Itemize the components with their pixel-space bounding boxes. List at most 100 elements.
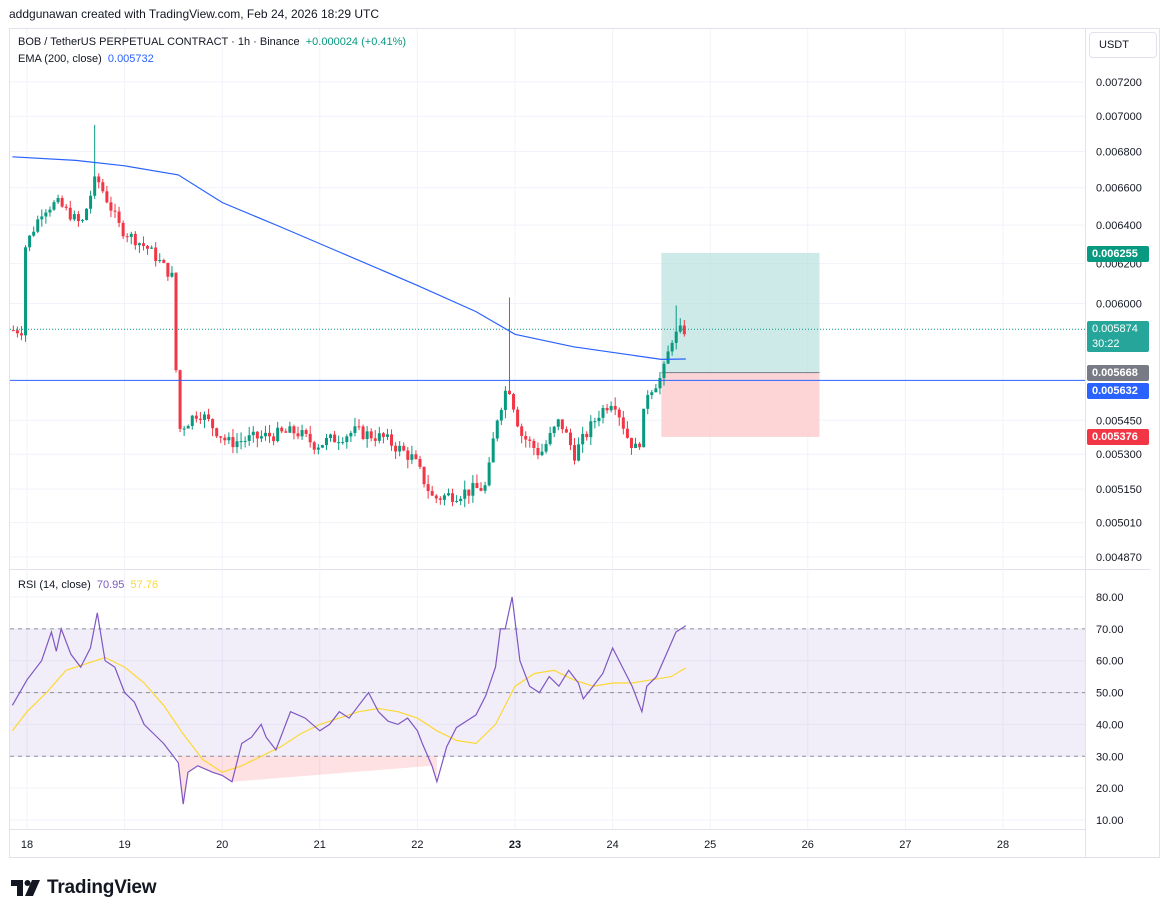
candle: [263, 425, 267, 441]
candle-body: [361, 426, 365, 440]
candle-body: [581, 433, 585, 445]
candle-body: [93, 176, 97, 196]
candle-body: [345, 436, 349, 443]
candle: [390, 429, 394, 451]
currency-selector[interactable]: USDT: [1089, 32, 1157, 58]
candle-body: [410, 454, 414, 460]
candle-body: [455, 501, 459, 503]
candle: [642, 408, 646, 448]
candle: [243, 436, 247, 448]
candle: [60, 195, 64, 208]
price-change: +0.000024 (+0.41%): [305, 36, 407, 48]
candle-body: [459, 498, 463, 502]
tradingview-logo[interactable]: TradingView: [11, 876, 157, 900]
candle: [544, 440, 548, 454]
symbol-legend: BOB / TetherUS PERPETUAL CONTRACT · 1h ·…: [18, 36, 406, 48]
candle-body: [48, 209, 52, 213]
rsi-tick-label: 60.00: [1096, 656, 1124, 668]
candle: [503, 386, 507, 419]
candle-body: [259, 436, 263, 439]
candle: [361, 424, 365, 441]
candle: [186, 424, 190, 429]
candle: [341, 437, 345, 445]
candle: [430, 485, 434, 497]
candle-body: [442, 495, 446, 500]
rsi-tick-label: 80.00: [1096, 592, 1124, 604]
candle: [353, 417, 357, 437]
candle: [564, 426, 568, 433]
candle: [617, 407, 621, 426]
candle: [426, 474, 430, 499]
candles: [11, 124, 686, 508]
candle-body: [304, 430, 308, 434]
candle: [507, 297, 511, 395]
candle: [19, 326, 23, 341]
candle-body: [263, 432, 267, 437]
candle-body: [24, 247, 28, 336]
candle-body: [418, 458, 422, 467]
candle-body: [52, 202, 56, 210]
candle-body: [560, 419, 564, 430]
candle: [552, 425, 556, 438]
candle: [219, 436, 223, 444]
candle: [333, 430, 337, 443]
candle: [141, 236, 145, 251]
candle: [182, 425, 186, 437]
candle: [76, 211, 80, 227]
candle-body: [239, 441, 243, 443]
time-tick-label: 25: [704, 839, 716, 851]
candle: [536, 442, 540, 460]
candle: [272, 433, 276, 446]
candle: [158, 253, 162, 263]
candle: [418, 455, 422, 470]
candle-body: [137, 243, 141, 246]
candle: [312, 440, 316, 455]
symbol-title: BOB / TetherUS PERPETUAL CONTRACT · 1h ·…: [18, 36, 300, 48]
time-tick-label: 27: [899, 839, 911, 851]
candle-body: [60, 197, 64, 207]
candle: [678, 318, 682, 334]
candle-body: [483, 485, 487, 491]
candle-body: [320, 445, 324, 448]
candle-body: [329, 434, 333, 439]
candle-body: [422, 466, 426, 485]
candle-body: [125, 236, 129, 238]
candle: [495, 419, 499, 442]
candle: [316, 443, 320, 455]
rsi-oversold-fill: [178, 756, 437, 805]
candle: [308, 425, 312, 448]
candle-body: [654, 388, 658, 393]
candle-body: [68, 207, 72, 220]
candle-body: [658, 378, 662, 389]
time-tick-label: 18: [21, 839, 33, 851]
price-tick-label: 0.005010: [1096, 518, 1142, 530]
candle-body: [19, 333, 23, 336]
candle: [28, 235, 32, 252]
candle: [670, 340, 674, 356]
time-tick-label: 19: [118, 839, 130, 851]
candle: [650, 390, 654, 400]
candle-body: [211, 419, 215, 429]
candle-body: [552, 426, 556, 434]
chart-credit: addgunawan created with TradingView.com,…: [9, 7, 380, 21]
candle: [581, 426, 585, 453]
candle-body: [662, 363, 666, 379]
candle-body: [573, 445, 577, 461]
candle-body: [682, 325, 686, 335]
candle-body: [593, 421, 597, 423]
candle: [80, 219, 84, 223]
candle: [133, 231, 137, 250]
candle: [609, 401, 613, 413]
candle: [621, 411, 625, 435]
candle: [394, 442, 398, 460]
candle: [198, 412, 202, 424]
candle: [117, 206, 121, 228]
rsi-legend: RSI (14, close) 70.95 57.76: [18, 579, 158, 591]
candle-body: [190, 415, 194, 426]
candle: [499, 407, 503, 425]
candle-body: [109, 202, 113, 211]
candle-body: [475, 483, 479, 489]
candle: [349, 430, 353, 443]
candle: [113, 203, 117, 219]
